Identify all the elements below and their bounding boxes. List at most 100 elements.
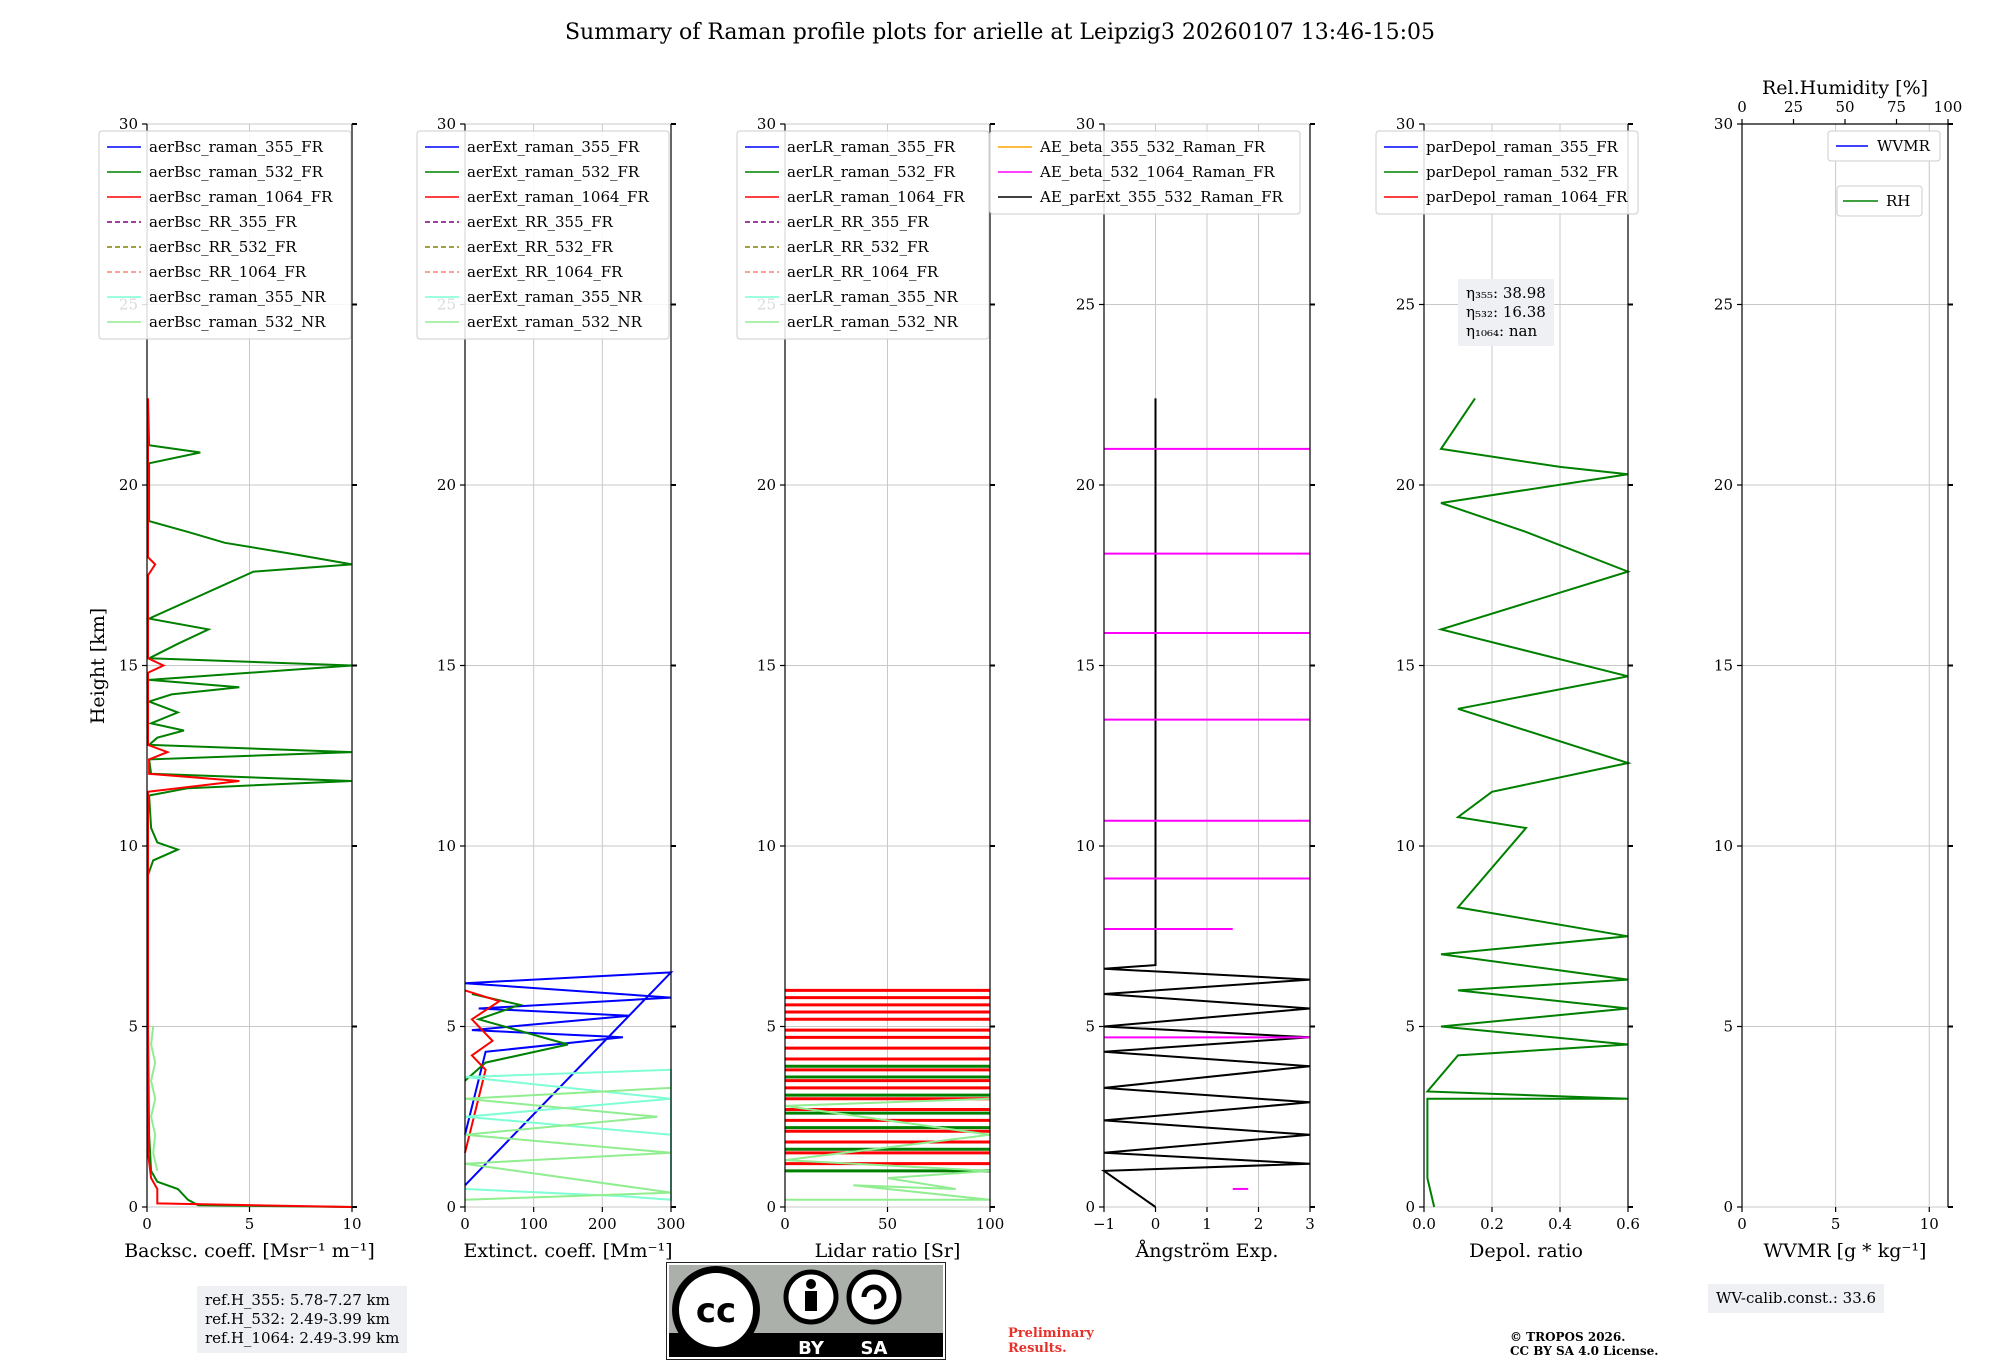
x-axis-label: Ångström Exp.: [1135, 1240, 1279, 1262]
figure-title: Summary of Raman profile plots for ariel…: [564, 20, 1436, 45]
y-tick-label: 10: [1076, 837, 1095, 855]
y-tick-label: 5: [1723, 1018, 1733, 1036]
legend-label: aerExt_RR_532_FR: [467, 238, 614, 256]
legend-label: aerExt_raman_1064_FR: [467, 188, 649, 206]
rh-legend-box: [1836, 185, 1923, 217]
y-tick-label: 15: [1076, 657, 1095, 675]
y-tick-label: 30: [437, 115, 456, 133]
y-tick-label: 25: [1396, 296, 1415, 314]
x-tick-label: 5: [1831, 1215, 1841, 1233]
legend-label: AE_parExt_355_532_Raman_FR: [1039, 188, 1284, 206]
x-tick-label: 10: [1920, 1215, 1939, 1233]
preliminary-line-1: Preliminary: [1008, 1326, 1094, 1341]
x-tick-label: 3: [1305, 1215, 1315, 1233]
y-tick-label: 15: [1396, 657, 1415, 675]
ref-height-1064: ref.H_1064: 2.49-3.99 km: [205, 1329, 400, 1347]
y-tick-label: 0: [1723, 1198, 1733, 1216]
legend-label: aerBsc_RR_532_FR: [149, 238, 297, 256]
x-tick-label: 100: [519, 1215, 548, 1233]
series-line: [464, 989, 502, 1154]
y-tick-label: 15: [757, 657, 776, 675]
legend-box: [1375, 130, 1639, 215]
legend-label: aerLR_raman_1064_FR: [787, 188, 965, 206]
series-line: [1100, 398, 1311, 1208]
sa-label: SA: [861, 1338, 888, 1359]
y-tick-label: 15: [1714, 657, 1733, 675]
preliminary-line-2: Results.: [1008, 1341, 1067, 1356]
x2-tick-label: 0: [1737, 98, 1747, 116]
legend-label: aerExt_raman_532_FR: [467, 163, 640, 181]
y-tick-label: 0: [766, 1198, 776, 1216]
x-axis-label: WVMR [g * kg⁻¹]: [1764, 1240, 1927, 1262]
series-line: [784, 1097, 991, 1201]
series-line: [464, 1086, 672, 1201]
x-axis-label: Depol. ratio: [1469, 1240, 1583, 1262]
legend-label: aerExt_RR_1064_FR: [467, 263, 623, 281]
series-line: [1425, 397, 1632, 1208]
x-tick-label: 0.0: [1412, 1215, 1436, 1233]
legend-label: AE_beta_532_1064_Raman_FR: [1039, 163, 1275, 181]
y-tick-label: 15: [119, 657, 138, 675]
y-tick-label: 30: [1714, 115, 1733, 133]
ref-height-box: ref.H_355: 5.78-7.27 km ref.H_532: 2.49-…: [197, 1286, 408, 1353]
x2-axis-label: Rel.Humidity [%]: [1762, 77, 1928, 99]
x-tick-label: 10: [342, 1215, 361, 1233]
y-tick-label: 25: [1076, 296, 1095, 314]
y-tick-label: 5: [1085, 1018, 1095, 1036]
y-tick-label: 10: [1714, 837, 1733, 855]
x-tick-label: 0.4: [1548, 1215, 1572, 1233]
x-tick-label: 1: [1202, 1215, 1212, 1233]
x-tick-label: 200: [588, 1215, 617, 1233]
ref-height-532: ref.H_532: 2.49-3.99 km: [205, 1310, 390, 1328]
x2-tick-label: 50: [1835, 98, 1854, 116]
y-tick-label: 10: [1396, 837, 1415, 855]
y-tick-label: 0: [1085, 1198, 1095, 1216]
legend-label: aerBsc_raman_1064_FR: [149, 188, 333, 206]
legend-label: aerLR_RR_1064_FR: [787, 263, 939, 281]
x-axis-label: Backsc. coeff. [Msr⁻¹ m⁻¹]: [124, 1240, 375, 1262]
x-tick-label: 0: [1737, 1215, 1747, 1233]
x-tick-label: 0: [780, 1215, 790, 1233]
legend-label: aerLR_raman_532_NR: [787, 313, 958, 331]
rh-legend-label: RH: [1886, 192, 1910, 210]
eta-box: η₃₅₅: 38.98 η₅₃₂: 16.38 η₁₀₆₄: nan: [1458, 279, 1554, 346]
x-tick-label: 0: [1151, 1215, 1161, 1233]
copyright-line-2: CC BY SA 4.0 License.: [1510, 1344, 1659, 1358]
series-line: [464, 1068, 672, 1201]
wvmr-legend-label: WVMR: [1877, 137, 1931, 155]
legend-label: aerLR_RR_355_FR: [787, 213, 929, 231]
x-tick-label: 0.6: [1616, 1215, 1640, 1233]
legend-box: [736, 130, 990, 340]
legend-label: aerBsc_RR_1064_FR: [149, 263, 307, 281]
y-tick-label: 20: [1714, 476, 1733, 494]
preliminary-note: Preliminary Results.: [1008, 1326, 1094, 1356]
legend-box: [98, 130, 352, 340]
y-tick-label: 5: [766, 1018, 776, 1036]
x-tick-label: 0: [142, 1215, 152, 1233]
y-tick-label: 30: [1396, 115, 1415, 133]
wv-calib-box: WV-calib.const.: 33.6: [1708, 1284, 1885, 1313]
y-tick-label: 30: [1076, 115, 1095, 133]
legend-label: aerExt_raman_355_NR: [467, 288, 643, 306]
person-icon: [806, 1279, 816, 1289]
series-line: [464, 993, 569, 1082]
legend-label: AE_beta_355_532_Raman_FR: [1039, 138, 1266, 156]
y-tick-label: 30: [119, 115, 138, 133]
legend-label: aerBsc_raman_355_FR: [149, 138, 324, 156]
cc-text: cc: [696, 1291, 736, 1331]
series-line: [150, 1026, 159, 1172]
series-line: [147, 398, 353, 1208]
y-tick-label: 20: [119, 476, 138, 494]
y-tick-label: 20: [1076, 476, 1095, 494]
x-tick-label: 300: [657, 1215, 686, 1233]
copyright-note: © TROPOS 2026. CC BY SA 4.0 License.: [1510, 1330, 1658, 1358]
x-tick-label: 0.2: [1480, 1215, 1504, 1233]
legend-label: aerBsc_raman_532_NR: [149, 313, 326, 331]
wvmr-legend-box: [1827, 130, 1941, 162]
legend-label: aerExt_RR_355_FR: [467, 213, 614, 231]
y-tick-label: 5: [1405, 1018, 1415, 1036]
legend-label: aerLR_raman_355_FR: [787, 138, 956, 156]
y-tick-label: 0: [128, 1198, 138, 1216]
y-tick-label: 30: [757, 115, 776, 133]
